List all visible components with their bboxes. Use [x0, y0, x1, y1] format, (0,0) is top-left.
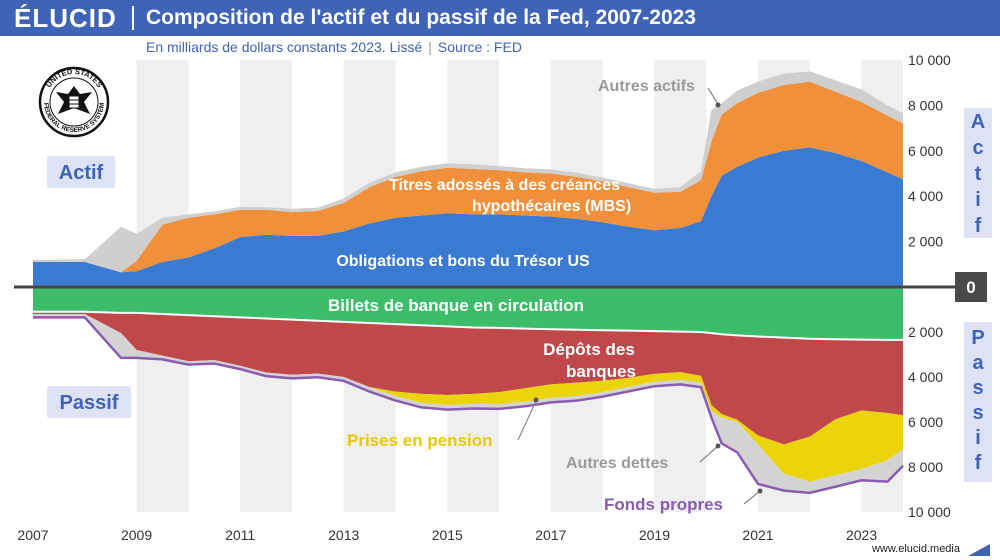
annotation-prises-leader — [517, 400, 537, 441]
y-tick-passif-6000: 6 000 — [908, 414, 943, 430]
passif-label: Passif — [60, 392, 119, 414]
prises-area — [33, 314, 903, 482]
zero-badge — [955, 272, 987, 302]
billets-boundary-line — [33, 310, 903, 341]
annotation-prises: Prises en pension — [347, 431, 493, 450]
x-tick-2017: 2017 — [535, 527, 566, 543]
y-tick-actif-2000: 2 000 — [908, 234, 943, 250]
y-tick-passif-4000: 4 000 — [908, 369, 943, 385]
fed-seal-icon: UNITED STATES FEDERAL RESERVE SYSTEM — [38, 66, 110, 138]
footer-url[interactable]: www.elucid.media — [871, 543, 960, 555]
y-tick-passif-8000: 8 000 — [908, 459, 943, 475]
area-series — [33, 71, 903, 493]
subtitle-units: En milliards de dollars constants 2023. … — [146, 39, 423, 55]
subtitle-separator: | — [428, 39, 432, 55]
actif-vertical-box — [964, 108, 992, 238]
annotation-autres-dettes-leader — [699, 445, 719, 463]
y-tick-passif-10000: 10 000 — [908, 504, 951, 520]
annotation-billets: Billets de banque en circulation — [328, 296, 584, 315]
y-tick-actif-10000: 10 000 — [908, 52, 951, 68]
annotation-autres-actifs-dot — [715, 102, 721, 108]
passif-label-box — [47, 386, 131, 418]
y-tick-actif-4000: 4 000 — [908, 188, 943, 204]
annotation-tresor: Obligations et bons du Trésor US — [336, 253, 590, 270]
annotation-fonds-leader — [743, 490, 761, 505]
actif-label-box — [47, 156, 115, 188]
annotation-depots-line2: banques — [566, 362, 636, 381]
depots-area — [33, 311, 903, 445]
autres-actifs-area — [33, 71, 903, 273]
header-divider — [132, 6, 134, 30]
annotation-autres-dettes: Autres dettes — [566, 455, 668, 472]
axes: 2 000 2 000 4 000 4 000 6 000 6 000 8 000 8 000… — [14, 52, 955, 543]
x-tick-2015: 2015 — [432, 527, 463, 543]
actif-label: Actif — [59, 162, 104, 184]
tresor-area — [33, 147, 903, 287]
y-tick-actif-6000: 6 000 — [908, 143, 943, 159]
chart-title: Composition de l'actif et du passif de l… — [146, 6, 696, 29]
annotation-depots-line1: Dépôts des — [543, 340, 635, 359]
annotation-autres-actifs: Autres actifs — [598, 78, 695, 95]
x-tick-2019: 2019 — [639, 527, 670, 543]
annotation-mbs-line1: Titres adossés à des créances — [389, 177, 620, 194]
x-tick-2011: 2011 — [225, 527, 255, 543]
passif-vertical-box — [964, 322, 992, 482]
brand-logo[interactable]: ÉLUCID — [14, 3, 117, 33]
elucid-mark-icon — [968, 544, 990, 556]
x-tick-2023: 2023 — [846, 527, 877, 543]
x-tick-2009: 2009 — [121, 527, 152, 543]
mbs-area — [33, 81, 903, 273]
annotation-mbs-line2: hypothécaires (MBS) — [472, 198, 631, 215]
subtitle-source: Source : FED — [437, 39, 522, 55]
header-bar: ÉLUCID Composition de l'actif et du pass… — [0, 0, 1000, 36]
x-tick-2007: 2007 — [17, 527, 48, 543]
y-tick-actif-8000: 8 000 — [908, 97, 943, 113]
y-tick-passif-2000: 2 000 — [908, 324, 943, 340]
billets-area — [33, 287, 903, 340]
zero-label: 0 — [966, 278, 975, 297]
annotation-autres-dettes-dot — [715, 443, 721, 449]
annotation-fonds-dot — [757, 488, 763, 494]
chart-overlay — [33, 310, 904, 495]
annotation-autres-actifs-leader — [707, 87, 719, 105]
annotation-prises-dot — [533, 397, 539, 403]
fonds-propres-line — [33, 316, 904, 495]
annotation-fonds: Fonds propres — [604, 495, 723, 514]
x-tick-2021: 2021 — [742, 527, 773, 543]
x-tick-2013: 2013 — [328, 527, 359, 543]
chart-subtitle: En milliards de dollars constants 2023. … — [146, 39, 522, 55]
